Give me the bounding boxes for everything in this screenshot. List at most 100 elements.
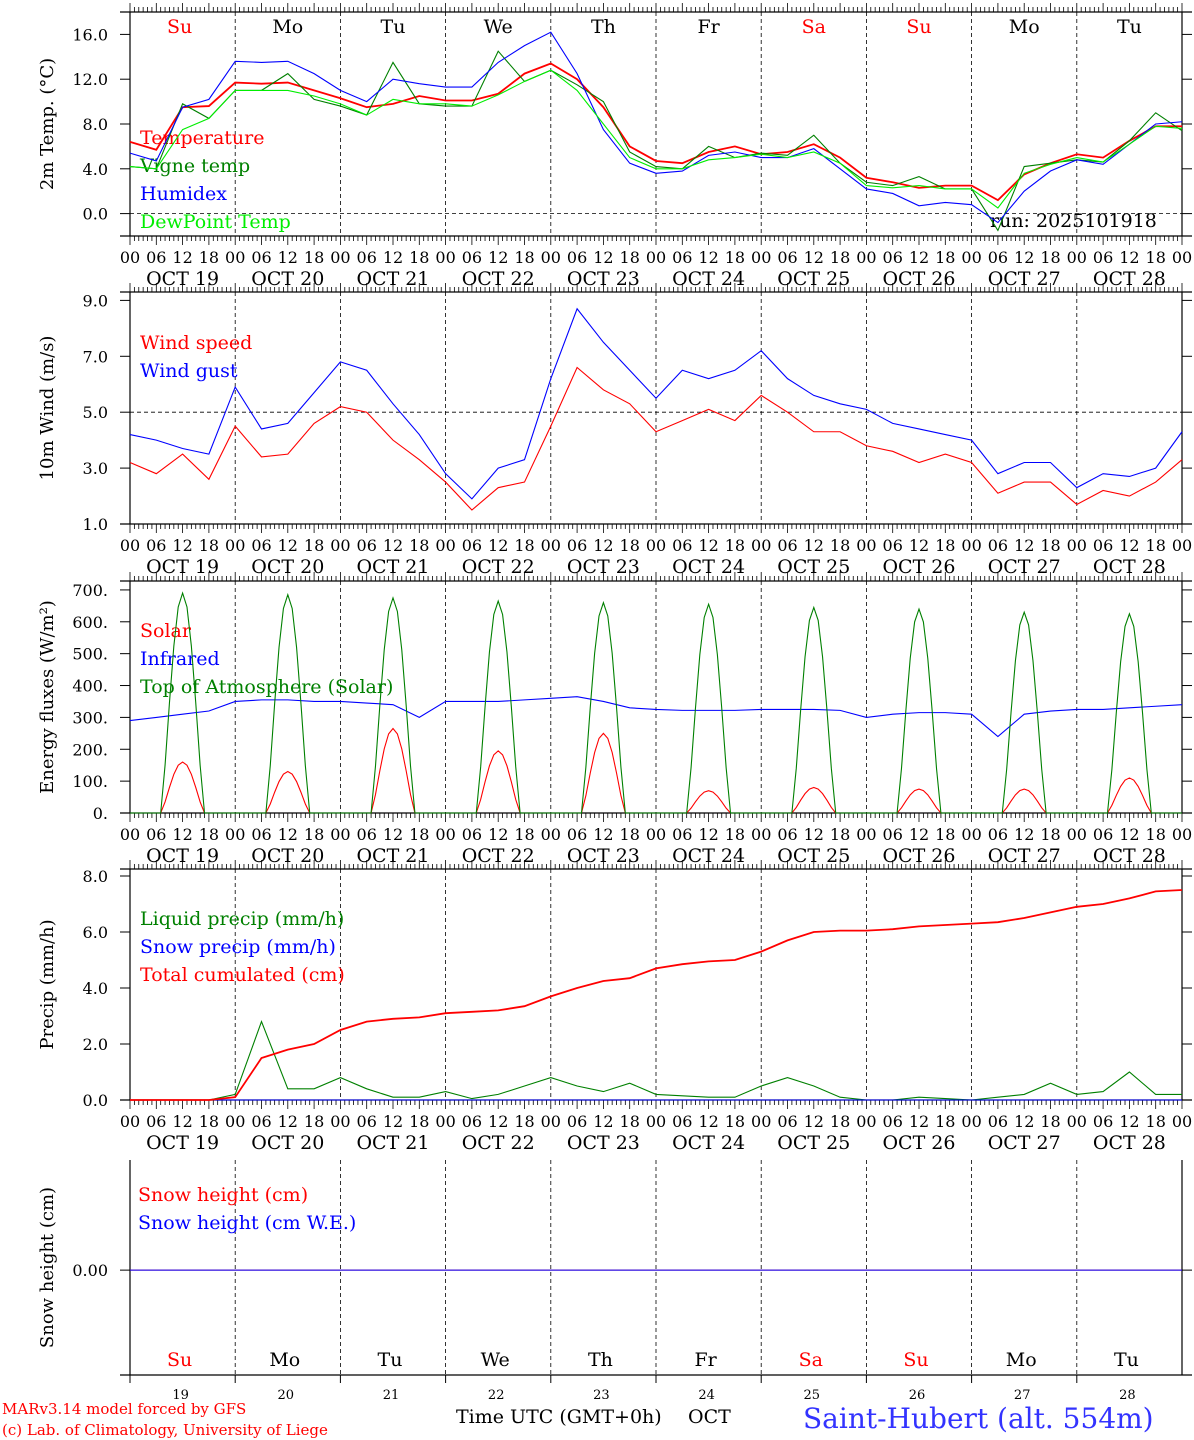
day-name-bottom: Su	[167, 1349, 192, 1371]
hour-label: 06	[672, 248, 692, 267]
hour-label: 06	[251, 248, 271, 267]
hour-label: 06	[357, 248, 377, 267]
hour-label: 00	[646, 1112, 666, 1131]
hour-label: 06	[883, 248, 903, 267]
date-label: OCT 20	[251, 1132, 324, 1154]
series-line-dewpoint-temp	[129, 69, 1183, 209]
hour-label: 18	[304, 825, 324, 844]
hour-label: 18	[514, 248, 534, 267]
y-axis-label: Snow height (cm)	[37, 1187, 58, 1348]
hour-label: 18	[199, 536, 219, 555]
hour-label: 00	[330, 248, 350, 267]
date-label: OCT 27	[988, 268, 1061, 290]
hour-label: 12	[1014, 248, 1034, 267]
day-number: 26	[909, 1388, 926, 1403]
hour-label: 06	[567, 248, 587, 267]
legend-entry: Vigne temp	[139, 155, 250, 177]
hour-label: 06	[567, 536, 587, 555]
date-label: OCT 26	[882, 556, 955, 578]
day-number: 27	[1014, 1388, 1031, 1403]
hour-label: 00	[435, 536, 455, 555]
hour-label: 00	[646, 248, 666, 267]
y-axis-label: Energy fluxes (W/m²)	[37, 600, 58, 794]
hour-label: 00	[1172, 1112, 1192, 1131]
hour-label: 18	[1146, 248, 1166, 267]
hour-label: 00	[541, 248, 561, 267]
y-tick-label: 4.0	[83, 979, 108, 998]
hour-label: 06	[672, 536, 692, 555]
hour-label: 00	[435, 248, 455, 267]
hour-label: 06	[462, 536, 482, 555]
hour-label: 12	[1014, 536, 1034, 555]
hour-label: 12	[172, 825, 192, 844]
hour-label: 00	[225, 536, 245, 555]
legend-entry: Snow height (cm W.E.)	[138, 1212, 356, 1234]
day-name-top: Fr	[697, 16, 720, 38]
hour-label: 12	[804, 536, 824, 555]
hour-label: 00	[1172, 248, 1192, 267]
date-label: OCT 19	[146, 268, 219, 290]
series-line-liquid-precip-mm-h-	[130, 1020, 1182, 1101]
hour-label: 12	[909, 1112, 929, 1131]
hour-label: 18	[409, 1112, 429, 1131]
day-number: 21	[383, 1388, 400, 1403]
day-name-bottom: Su	[903, 1349, 928, 1371]
hour-label: 18	[199, 825, 219, 844]
hour-label: 12	[593, 825, 613, 844]
hour-label: 06	[146, 825, 166, 844]
legend-entry: Wind gust	[140, 360, 238, 382]
hour-label: 06	[462, 1112, 482, 1131]
hour-ticks	[129, 3, 1183, 245]
hour-label: 00	[435, 1112, 455, 1131]
hour-label: 12	[488, 1112, 508, 1131]
hour-label: 00	[435, 825, 455, 844]
day-name-top: Mo	[272, 16, 303, 38]
legend-entry: Total cumulated (cm)	[140, 964, 345, 986]
hour-label: 18	[830, 825, 850, 844]
hour-label: 06	[251, 825, 271, 844]
date-label: OCT 26	[882, 268, 955, 290]
hour-label: 00	[225, 1112, 245, 1131]
hour-ticks	[129, 572, 1183, 822]
day-name-top: We	[484, 16, 513, 38]
date-label: OCT 19	[146, 1132, 219, 1154]
date-label: OCT 25	[777, 1132, 850, 1154]
hour-label: 12	[172, 536, 192, 555]
legend-entry: Wind speed	[140, 332, 252, 354]
hour-label: 18	[409, 248, 429, 267]
hour-label: 00	[1172, 825, 1192, 844]
hour-label: 00	[120, 1112, 140, 1131]
hour-label: 06	[357, 825, 377, 844]
hour-label: 12	[698, 248, 718, 267]
legend-entry: Snow height (cm)	[138, 1184, 308, 1206]
date-label: OCT 22	[462, 1132, 535, 1154]
hour-label: 18	[935, 1112, 955, 1131]
y-tick-label: 7.0	[83, 347, 108, 366]
hour-label: 00	[541, 1112, 561, 1131]
date-label: OCT 24	[672, 845, 745, 867]
day-number: 25	[804, 1388, 821, 1403]
legend-entry: Snow precip (mm/h)	[140, 936, 336, 958]
y-tick-label: 8.0	[83, 115, 108, 134]
date-label: OCT 21	[356, 845, 429, 867]
y-tick-label: 8.0	[83, 867, 108, 886]
legend-entry: Solar	[140, 620, 192, 642]
day-name-top: Mo	[1009, 16, 1040, 38]
y-tick-label: 5.0	[83, 403, 108, 422]
day-name-top: Tu	[381, 16, 406, 38]
date-label: OCT 24	[672, 1132, 745, 1154]
hour-label: 12	[909, 536, 929, 555]
y-tick-label: 2.0	[83, 1035, 108, 1054]
y-tick-label: 400.	[72, 677, 108, 696]
date-label: OCT 23	[567, 268, 640, 290]
hour-label: 12	[593, 536, 613, 555]
date-label: OCT 21	[356, 556, 429, 578]
legend-entry: DewPoint Temp	[140, 211, 291, 233]
hour-label: 00	[1067, 536, 1087, 555]
hour-label: 06	[672, 825, 692, 844]
hour-label: 00	[751, 248, 771, 267]
hour-label: 18	[1040, 1112, 1060, 1131]
hour-label: 18	[409, 536, 429, 555]
date-label: OCT 27	[988, 1132, 1061, 1154]
date-label: OCT 28	[1093, 268, 1166, 290]
